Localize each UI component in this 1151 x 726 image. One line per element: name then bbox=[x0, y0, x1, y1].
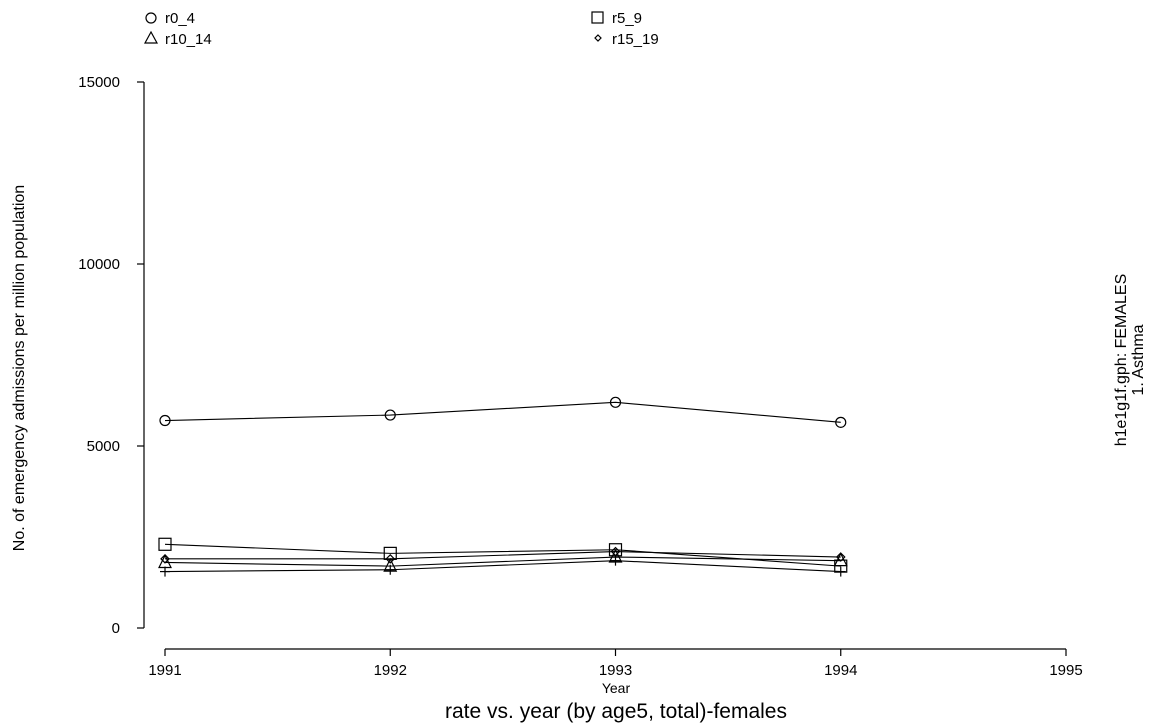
legend-item-r0_4: r0_4 bbox=[145, 10, 195, 27]
legend-marker-square bbox=[591, 11, 604, 24]
series-r0_4 bbox=[159, 396, 847, 428]
series-r10_14 bbox=[158, 548, 848, 572]
x-tick-label: 1992 bbox=[374, 662, 407, 679]
data-point-circle bbox=[609, 396, 622, 408]
data-point-circle bbox=[384, 409, 396, 421]
y-tick-label: 10000 bbox=[78, 256, 120, 273]
legend-marker-triangle bbox=[143, 30, 159, 44]
data-point-plus bbox=[835, 566, 846, 577]
data-point-triangle bbox=[158, 554, 172, 569]
data-point-circle bbox=[159, 414, 171, 427]
x-tick-label: 1995 bbox=[1049, 662, 1082, 679]
x-tick-label: 1991 bbox=[148, 662, 181, 679]
side-label-1: h1e1g1f.gph: FEMALES bbox=[1113, 274, 1130, 447]
series-line bbox=[164, 401, 841, 423]
series-r15_19 bbox=[160, 546, 846, 564]
data-point-plus bbox=[160, 566, 170, 577]
data-point-diamond bbox=[160, 553, 170, 564]
series-group bbox=[158, 396, 848, 577]
data-point-diamond bbox=[610, 546, 621, 557]
series-plus bbox=[160, 555, 846, 577]
data-point-plus bbox=[610, 555, 621, 566]
y-tick-label: 15000 bbox=[78, 74, 120, 91]
data-point-diamond bbox=[835, 552, 846, 562]
series-line bbox=[164, 543, 841, 567]
x-tick-label: 1994 bbox=[824, 662, 857, 679]
x-axis-label: Year bbox=[602, 680, 631, 696]
x-ticks: 1991 1992 1993 1994 1995 bbox=[148, 649, 1083, 679]
data-point-diamond bbox=[385, 553, 396, 564]
data-point-circle bbox=[835, 416, 847, 428]
legend-item-r10_14: r10_14 bbox=[143, 30, 212, 48]
y-ticks: 0 5000 10000 15000 bbox=[78, 74, 144, 637]
series-line bbox=[164, 556, 841, 567]
legend-label: r0_4 bbox=[165, 10, 195, 27]
legend-label: r15_19 bbox=[612, 31, 659, 48]
data-point-square bbox=[158, 537, 172, 551]
y-tick-label: 5000 bbox=[87, 438, 120, 455]
legend-label: r10_14 bbox=[165, 31, 212, 48]
series-line bbox=[164, 560, 841, 573]
side-label-2: 1. Asthma bbox=[1130, 324, 1147, 395]
legend-item-r5_9: r5_9 bbox=[591, 10, 642, 27]
series-line bbox=[165, 551, 841, 560]
legend-marker-diamond bbox=[594, 34, 602, 42]
y-tick-label: 0 bbox=[112, 620, 120, 637]
legend: r0_4 r5_9 r10_14 r15_19 bbox=[143, 10, 659, 48]
legend-label: r5_9 bbox=[612, 10, 642, 27]
data-point-plus bbox=[385, 564, 396, 575]
legend-item-r15_19: r15_19 bbox=[594, 31, 659, 48]
chart-title: rate vs. year (by age5, total)-females bbox=[445, 700, 787, 723]
x-tick-label: 1993 bbox=[599, 662, 632, 679]
legend-marker-circle bbox=[145, 12, 157, 24]
data-point-triangle bbox=[833, 552, 848, 567]
y-axis-label: No. of emergency admissions per million … bbox=[11, 185, 28, 551]
